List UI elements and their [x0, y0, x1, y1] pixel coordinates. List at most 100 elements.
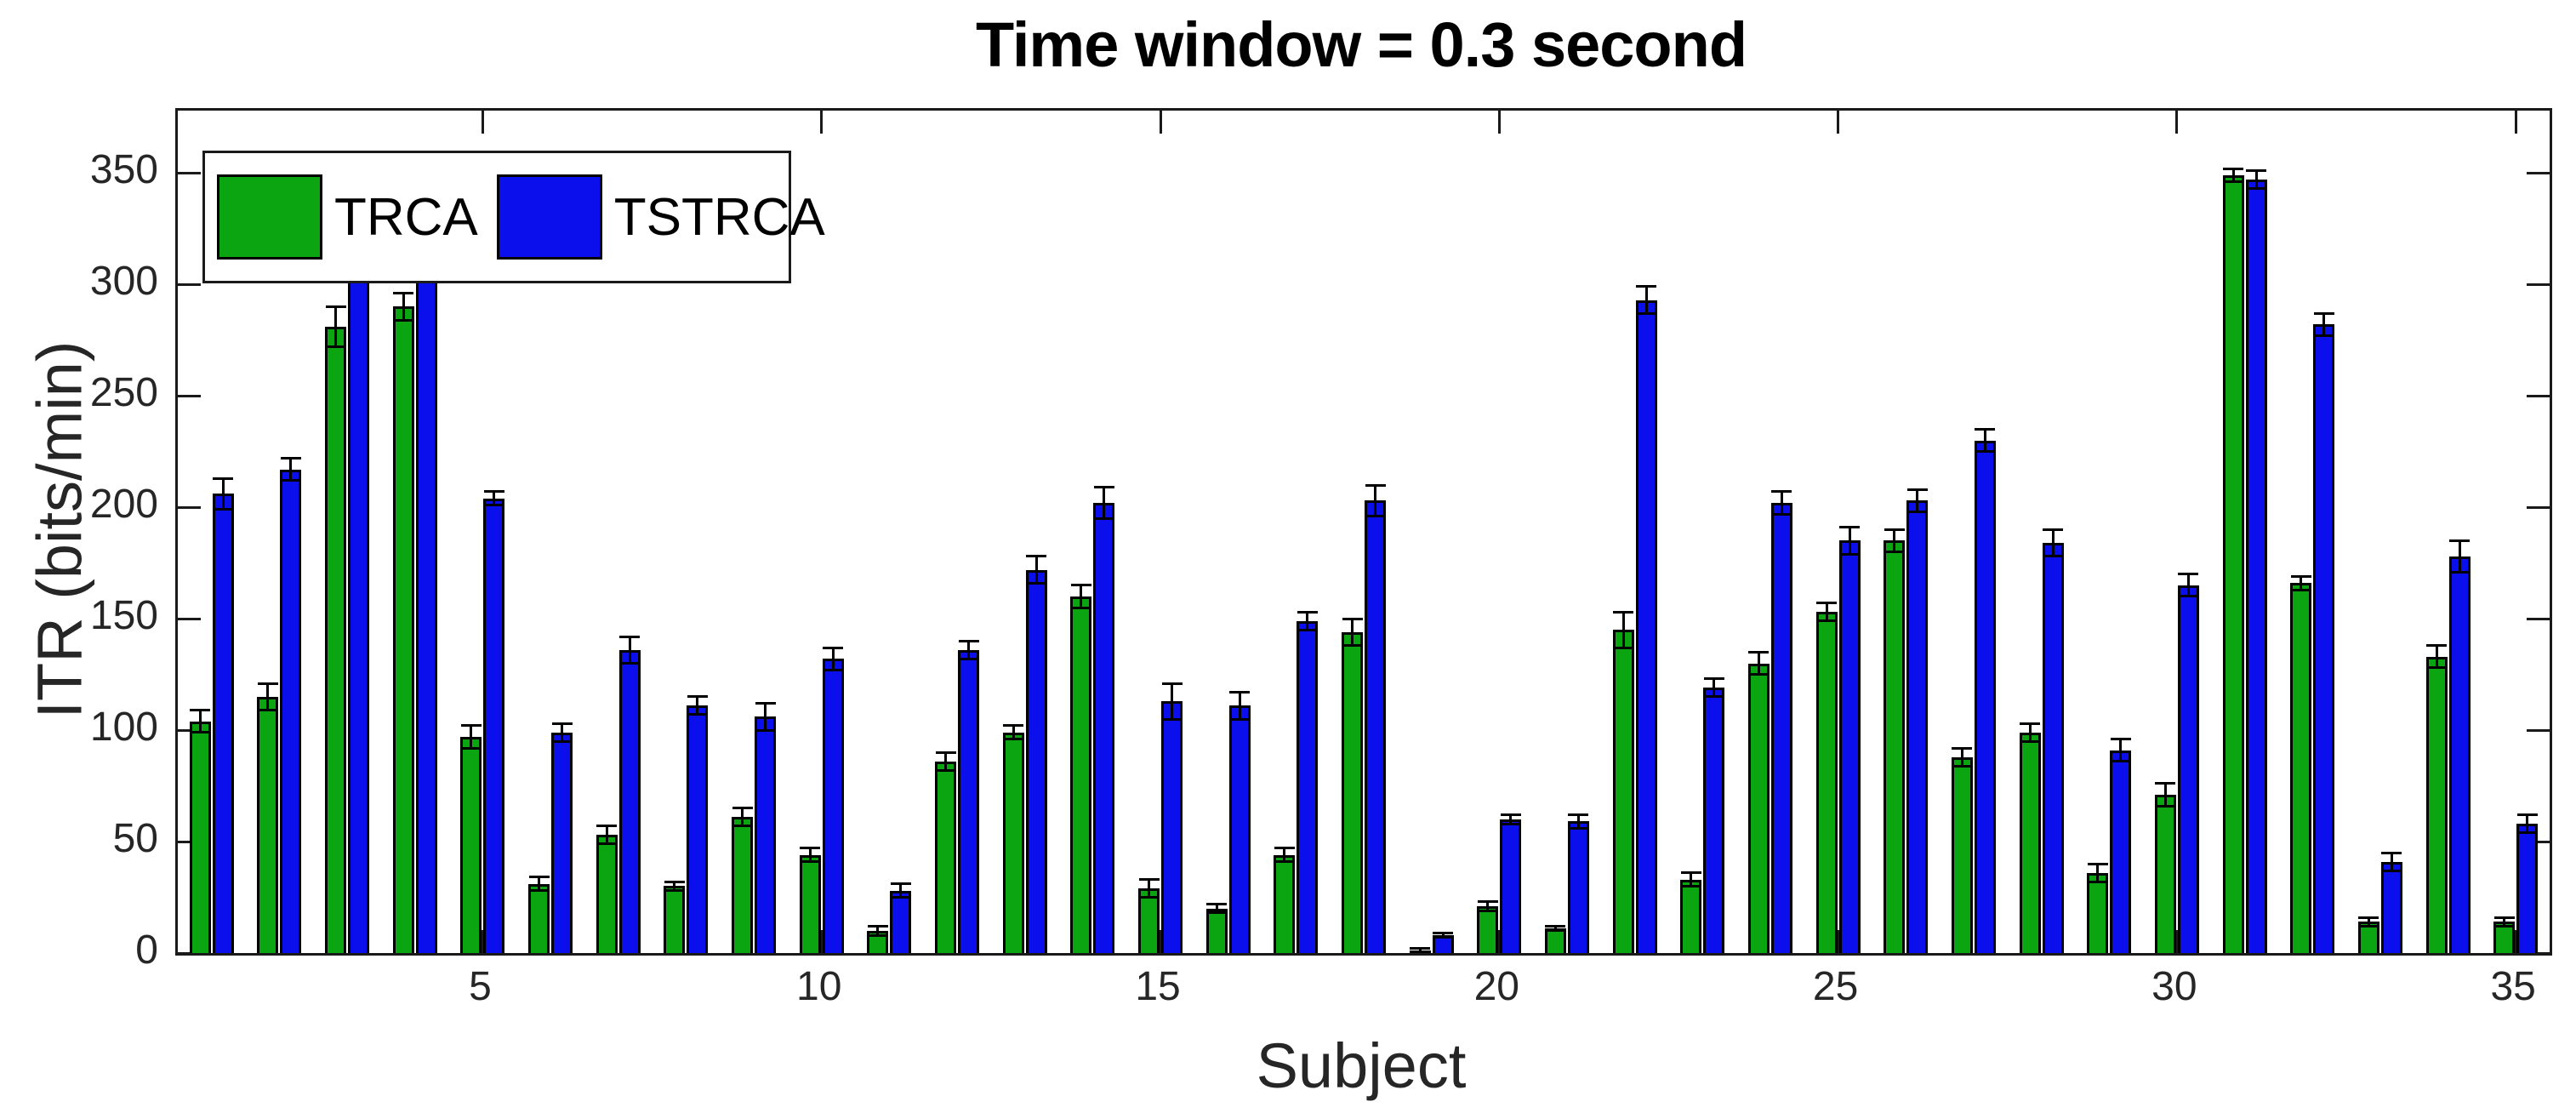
legend-swatch-trca-icon [217, 174, 322, 260]
errorbar-trca-subject-25-cap-bottom [1816, 619, 1838, 623]
errorbar-tstrca-subject-15-cap-bottom [1161, 717, 1183, 721]
bar-tstrca-subject-18 [1365, 500, 1386, 953]
errorbar-tstrca-subject-11-cap-bottom [890, 896, 911, 899]
errorbar-tstrca-subject-26-cap-top [1906, 488, 1928, 491]
x-tick-label: 30 [2151, 964, 2197, 1009]
x-tick-top [820, 111, 824, 134]
errorbar-trca-subject-21-line [1553, 926, 1557, 931]
bar-tstrca-subject-23 [1703, 688, 1725, 953]
errorbar-trca-subject-4-cap-bottom [393, 318, 414, 322]
errorbar-tstrca-subject-34-cap-top [2449, 539, 2470, 542]
bar-trca-subject-27 [1951, 756, 1973, 953]
errorbar-tstrca-subject-15-line [1171, 683, 1174, 719]
errorbar-tstrca-subject-33-cap-bottom [2381, 869, 2402, 872]
errorbar-trca-subject-20-line [1486, 901, 1490, 911]
errorbar-tstrca-subject-1-cap-bottom [213, 508, 234, 511]
errorbar-trca-subject-34-cap-bottom [2426, 666, 2447, 670]
bar-trca-subject-31 [2222, 174, 2244, 953]
y-tick-label: 50 [112, 816, 158, 862]
errorbar-tstrca-subject-31-cap-bottom [2246, 187, 2267, 191]
errorbar-tstrca-subject-12-cap-top [958, 639, 979, 642]
x-tick-label: 10 [796, 964, 842, 1009]
errorbar-trca-subject-28-cap-bottom [2020, 739, 2041, 743]
errorbar-trca-subject-34-cap-top [2426, 644, 2447, 648]
errorbar-tstrca-subject-7-cap-bottom [619, 662, 641, 665]
errorbar-tstrca-subject-11-cap-top [890, 882, 911, 886]
errorbar-trca-subject-2-cap-bottom [257, 709, 278, 712]
errorbar-tstrca-subject-24-line [1780, 491, 1783, 515]
bar-trca-subject-18 [1342, 631, 1363, 953]
bar-tstrca-subject-16 [1228, 705, 1251, 953]
errorbar-trca-subject-22-cap-top [1613, 610, 1634, 614]
errorbar-tstrca-subject-13-cap-top [1026, 555, 1047, 558]
errorbar-tstrca-subject-16-line [1238, 692, 1241, 719]
errorbar-trca-subject-14-cap-top [1070, 584, 1091, 587]
bar-trca-subject-34 [2425, 656, 2448, 953]
errorbar-trca-subject-25-cap-top [1816, 602, 1838, 605]
errorbar-trca-subject-28-cap-top [2020, 722, 2041, 725]
bar-trca-subject-17 [1274, 854, 1296, 953]
errorbar-tstrca-subject-28-cap-bottom [2043, 555, 2064, 558]
errorbar-tstrca-subject-22-line [1644, 286, 1648, 314]
errorbar-tstrca-subject-32-cap-top [2313, 311, 2334, 315]
y-tick-left [178, 840, 201, 843]
errorbar-trca-subject-7-cap-top [596, 825, 618, 828]
errorbar-trca-subject-18-cap-top [1342, 617, 1363, 620]
y-tick-label: 250 [89, 370, 158, 416]
bar-tstrca-subject-5 [483, 498, 505, 953]
errorbar-tstrca-subject-28-cap-top [2043, 528, 2064, 531]
bar-tstrca-subject-12 [958, 649, 980, 953]
errorbar-tstrca-subject-16-cap-bottom [1229, 717, 1251, 721]
bar-tstrca-subject-10 [822, 659, 844, 953]
errorbar-trca-subject-13-cap-top [1003, 724, 1024, 728]
bar-trca-subject-4 [392, 306, 414, 953]
errorbar-trca-subject-6-cap-bottom [528, 889, 550, 893]
y-tick-right [2527, 394, 2550, 397]
bar-trca-subject-7 [596, 835, 618, 953]
errorbar-tstrca-subject-20-cap-bottom [1500, 822, 1521, 825]
errorbar-tstrca-subject-24-cap-bottom [1771, 512, 1792, 516]
errorbar-trca-subject-5-cap-top [460, 724, 482, 728]
bar-trca-subject-3 [325, 327, 347, 953]
errorbar-trca-subject-26-cap-top [1884, 528, 1905, 531]
y-tick-right [2527, 171, 2550, 174]
y-tick-right [2527, 840, 2550, 843]
errorbar-tstrca-subject-25-cap-bottom [1839, 552, 1861, 556]
errorbar-trca-subject-24-line [1757, 652, 1760, 675]
errorbar-trca-subject-15-cap-bottom [1138, 896, 1160, 899]
errorbar-tstrca-subject-6-line [561, 723, 564, 742]
bar-tstrca-subject-20 [1500, 819, 1522, 953]
bar-tstrca-subject-22 [1635, 300, 1657, 953]
bar-trca-subject-21 [1544, 928, 1566, 953]
errorbar-trca-subject-17-cap-top [1274, 847, 1295, 850]
y-tick-right [2527, 505, 2550, 509]
bar-tstrca-subject-33 [2380, 861, 2402, 953]
errorbar-trca-subject-20-cap-top [1477, 900, 1498, 904]
bar-trca-subject-1 [189, 721, 211, 953]
errorbar-tstrca-subject-14-cap-top [1093, 486, 1114, 489]
errorbar-trca-subject-1-cap-bottom [190, 731, 211, 734]
bar-tstrca-subject-13 [1025, 569, 1047, 953]
bar-tstrca-subject-34 [2448, 556, 2471, 953]
bar-tstrca-subject-29 [2110, 750, 2132, 953]
x-tick-top [2514, 111, 2517, 134]
errorbar-trca-subject-16-cap-top [1206, 902, 1228, 905]
bar-trca-subject-26 [1884, 540, 1906, 953]
bar-trca-subject-9 [732, 817, 754, 953]
x-tick-top [2175, 111, 2179, 134]
errorbar-tstrca-subject-32-line [2322, 313, 2326, 336]
bar-tstrca-subject-2 [280, 469, 302, 953]
errorbar-trca-subject-4-line [402, 293, 405, 321]
y-tick-right [2527, 617, 2550, 620]
errorbar-trca-subject-30-cap-bottom [2155, 804, 2176, 808]
bar-tstrca-subject-27 [1974, 440, 1996, 953]
errorbar-trca-subject-34-line [2435, 645, 2438, 668]
errorbar-trca-subject-8-cap-bottom [664, 889, 685, 893]
errorbar-trca-subject-8-cap-top [664, 880, 685, 883]
errorbar-tstrca-subject-7-cap-top [619, 635, 641, 638]
errorbar-tstrca-subject-1-cap-top [213, 477, 234, 480]
errorbar-tstrca-subject-10-line [831, 648, 835, 671]
errorbar-trca-subject-12-line [944, 752, 948, 771]
errorbar-trca-subject-33-cap-top [2358, 916, 2379, 919]
errorbar-tstrca-subject-29-cap-top [2110, 738, 2131, 741]
